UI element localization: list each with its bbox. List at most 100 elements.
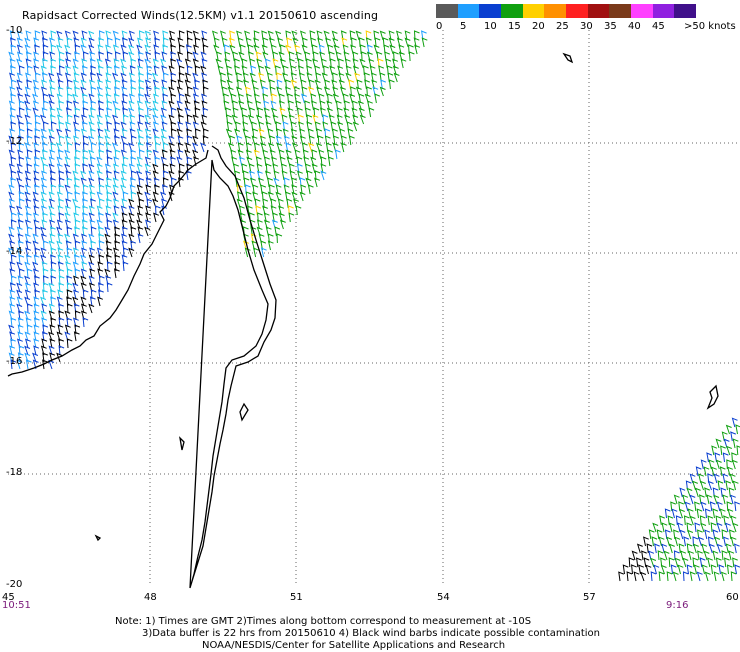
wind-barb xyxy=(17,219,24,230)
note-line-2: 3)Data buffer is 22 hrs from 20150610 4)… xyxy=(142,628,600,639)
wind-barb xyxy=(17,240,24,251)
wind-barb xyxy=(81,233,87,244)
wind-barb xyxy=(24,310,31,321)
wind-barb xyxy=(121,37,128,48)
wind-barb xyxy=(246,198,253,209)
wind-barb xyxy=(33,51,40,62)
wind-barb xyxy=(128,212,135,223)
wind-barb xyxy=(359,114,366,125)
wind-barb xyxy=(340,135,347,146)
wind-barb xyxy=(223,100,230,111)
wind-barb xyxy=(170,177,177,188)
wind-barb xyxy=(350,44,357,55)
wind-barb xyxy=(8,310,15,321)
wind-barb xyxy=(162,72,169,83)
wind-barb xyxy=(715,459,722,470)
wind-barb xyxy=(674,557,681,568)
wind-barb xyxy=(288,205,294,216)
wind-barb xyxy=(42,324,49,335)
wind-barb xyxy=(18,135,24,146)
scale-swatch xyxy=(436,4,459,18)
wind-barb xyxy=(707,515,714,526)
wind-barb xyxy=(338,72,345,83)
wind-barb xyxy=(114,107,121,118)
wind-barb xyxy=(48,303,55,314)
wind-barb xyxy=(88,261,95,272)
wind-barb xyxy=(66,93,73,104)
wind-barb xyxy=(97,282,104,293)
wind-barb xyxy=(331,79,338,90)
wind-barb xyxy=(704,529,711,540)
wind-barb xyxy=(82,107,89,118)
wind-barb xyxy=(64,324,71,335)
wind-barb xyxy=(247,114,254,125)
wind-barb xyxy=(145,86,152,97)
wind-barb xyxy=(282,72,289,83)
wind-barb xyxy=(296,170,303,181)
wind-barb xyxy=(80,296,87,307)
wind-barb xyxy=(374,93,380,104)
wind-barb xyxy=(386,65,393,76)
wind-barb xyxy=(325,37,331,48)
wind-barb xyxy=(253,142,260,153)
wind-barb xyxy=(291,30,298,41)
wind-barb xyxy=(41,331,48,342)
wind-barb xyxy=(33,219,40,230)
wind-barb xyxy=(88,135,95,146)
wind-barb xyxy=(177,51,184,62)
scale-label: 20 xyxy=(532,21,545,32)
wind-barb xyxy=(57,289,64,300)
wind-barb xyxy=(26,128,33,139)
wind-barb xyxy=(40,86,47,97)
wind-barb xyxy=(137,58,144,69)
wind-barb xyxy=(255,51,262,62)
start-time: 10:51 xyxy=(2,600,31,611)
wind-barb xyxy=(66,296,72,307)
wind-barb xyxy=(122,107,128,118)
wind-barb xyxy=(298,121,304,132)
wind-barb xyxy=(80,170,87,181)
wind-barb xyxy=(49,233,56,244)
wind-barb xyxy=(10,142,17,153)
wind-barb xyxy=(185,121,192,132)
wind-barb xyxy=(178,44,185,55)
wind-barb xyxy=(128,72,135,83)
wind-barb xyxy=(292,142,299,153)
wind-barb xyxy=(682,494,689,505)
wind-barb xyxy=(723,536,729,547)
wind-barb xyxy=(643,557,650,568)
wind-barb xyxy=(202,86,209,97)
wind-barb xyxy=(106,100,113,111)
wind-barb xyxy=(306,121,313,132)
wind-barb xyxy=(389,44,396,55)
wind-barb xyxy=(9,303,16,314)
wind-barb xyxy=(66,114,73,125)
wind-barb xyxy=(49,177,56,188)
wind-barb xyxy=(121,79,128,90)
wind-barb xyxy=(201,37,208,48)
wind-barb xyxy=(245,135,251,146)
wind-barb xyxy=(238,156,245,167)
wind-barb xyxy=(186,30,193,41)
wind-barb xyxy=(56,44,63,55)
wind-barb xyxy=(248,163,255,174)
wind-barb xyxy=(56,72,63,83)
wind-barb xyxy=(137,226,144,237)
wind-barb xyxy=(80,177,87,188)
wind-barb xyxy=(677,564,684,575)
wind-barb xyxy=(283,177,290,188)
wind-barb xyxy=(232,100,238,111)
wind-barb xyxy=(98,142,105,153)
wind-barb xyxy=(41,58,48,69)
wind-barb xyxy=(251,79,258,90)
wind-barb xyxy=(712,550,719,561)
wind-barb xyxy=(333,135,339,146)
wind-barb xyxy=(348,135,355,146)
wind-barb xyxy=(724,522,731,533)
wind-barb xyxy=(10,156,17,167)
wind-barb xyxy=(252,184,259,195)
wind-barb xyxy=(683,515,690,526)
wind-barb xyxy=(260,184,267,195)
wind-barb xyxy=(10,254,17,265)
wind-barb xyxy=(730,536,737,547)
